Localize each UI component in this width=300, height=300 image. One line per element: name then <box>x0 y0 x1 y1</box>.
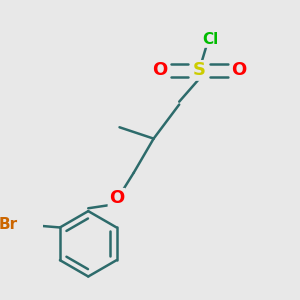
Text: O: O <box>152 61 167 80</box>
Text: S: S <box>193 61 206 80</box>
Text: Br: Br <box>0 217 17 232</box>
Text: O: O <box>109 189 124 207</box>
Text: O: O <box>231 61 247 80</box>
Text: Cl: Cl <box>202 32 219 46</box>
